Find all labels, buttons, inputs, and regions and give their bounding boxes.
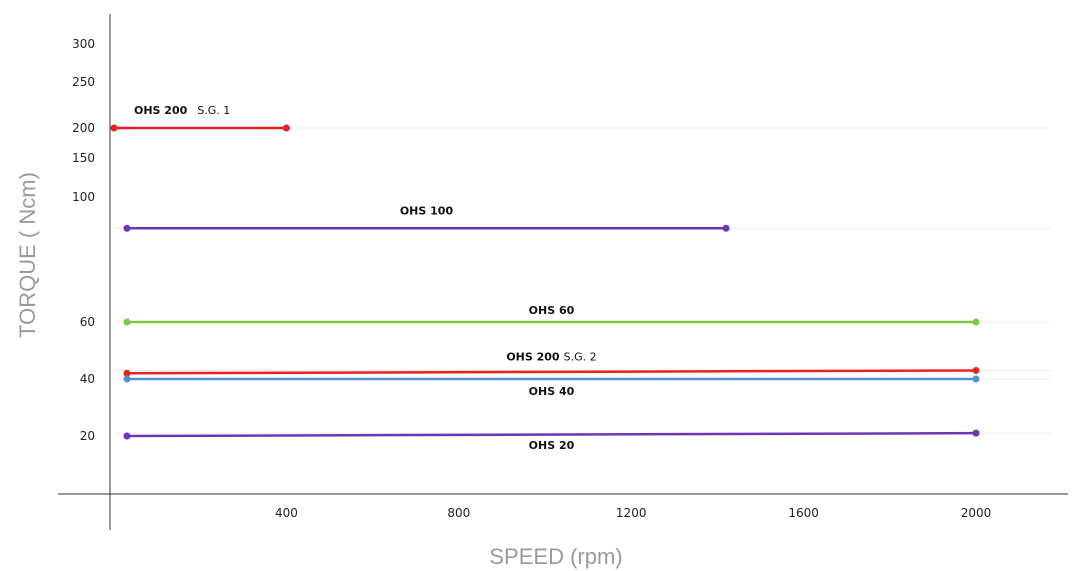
x-tick-label: 2000 [961,506,992,520]
series-point [110,124,118,132]
series-label: OHS 60 [529,304,575,317]
series-name: OHS 20 [529,439,575,452]
series-lines [110,124,980,440]
x-tick-label: 1200 [616,506,647,520]
series-name: OHS 100 [400,204,454,217]
y-tick-label: 20 [80,429,95,443]
y-axis-title: TORQUE ( Ncm) [15,172,40,338]
y-tick-label: 60 [80,315,95,329]
series-name-extra: S.G. 2 [564,350,597,363]
series-point [972,429,980,437]
series-point [972,375,980,383]
y-tick-labels: 20 40 60 100 150 200 250 300 [72,37,95,443]
series-point [123,369,131,377]
series-point [972,318,980,326]
series-label: OHS 100 [400,204,454,217]
y-tick-label: 300 [72,37,95,51]
series-point [123,318,131,326]
gridlines [114,127,1050,434]
series-name: OHS 60 [529,304,575,317]
series-label: OHS 40 [529,385,575,398]
series-line [126,369,977,375]
y-tick-label: 250 [72,75,95,89]
x-tick-label: 800 [447,506,470,520]
y-tick-label: 150 [72,151,95,165]
y-tick-label: 100 [72,190,95,204]
x-axis-title: SPEED (rpm) [489,544,622,569]
series-point [123,224,131,232]
series-point [972,366,980,374]
series-point [282,124,290,132]
y-tick-label: 200 [72,121,95,135]
series-line [126,431,977,438]
x-tick-labels: 400 800 1200 1600 2000 [275,506,991,520]
series-label: OHS 200 S.G. 2 [506,350,596,363]
series-point [123,432,131,440]
series-label: OHS 20 [529,439,575,452]
series-point [123,375,131,383]
series-point [722,224,730,232]
series-name: OHS 200 [134,104,188,117]
series-name-extra: S.G. 1 [197,104,230,117]
series-name: OHS 40 [529,385,575,398]
series-label: OHS 200 S.G. 1 [134,104,230,117]
x-tick-label: 400 [275,506,298,520]
y-tick-label: 40 [80,372,95,386]
x-tick-label: 1600 [788,506,819,520]
series-name: OHS 200 [506,350,560,363]
